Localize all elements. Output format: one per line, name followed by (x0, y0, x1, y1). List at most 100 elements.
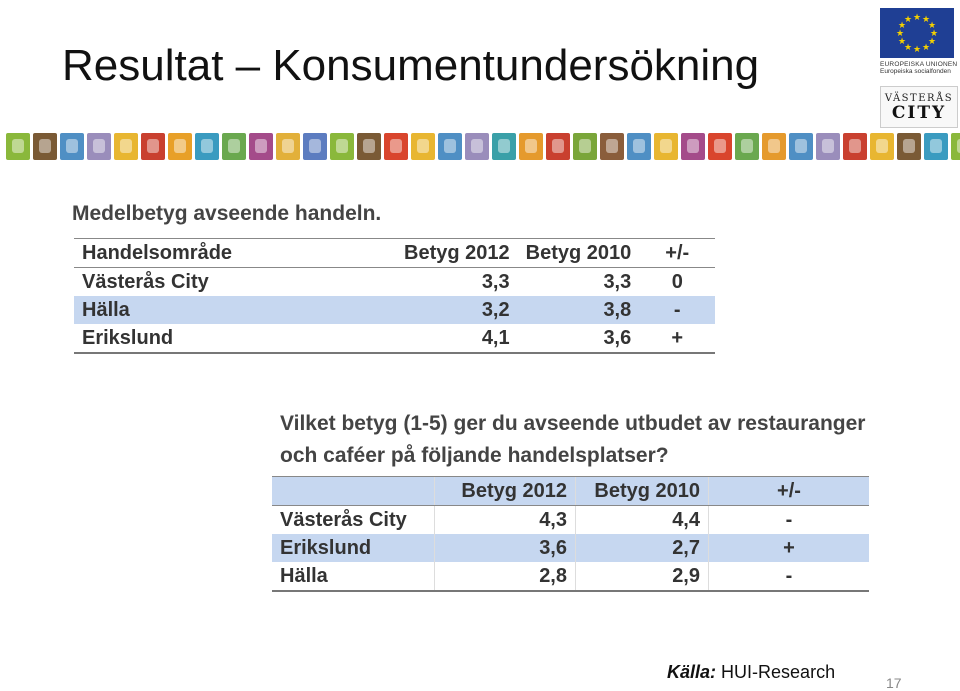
band-tile-icon (654, 133, 678, 160)
svg-text:★: ★ (896, 29, 904, 39)
band-tile-icon (492, 133, 516, 160)
band-tile-icon (681, 133, 705, 160)
band-tile-icon (6, 133, 30, 160)
table-cell: Västerås City (82, 270, 209, 293)
table-cell: 3,2 (396, 296, 518, 324)
table-cell: 4,3 (434, 505, 576, 534)
table-row: Västerås City 3,3 3,3 0 (74, 268, 715, 297)
band-tile-icon (870, 133, 894, 160)
band-tile-icon (546, 133, 570, 160)
table-cell: 3,6 (517, 324, 640, 354)
table-cell: Hälla (272, 562, 435, 592)
ratings-table-trade: Handelsområde Betyg 2012 Betyg 2010 +/- … (74, 238, 716, 354)
table-cell: 2,8 (434, 562, 576, 592)
table-row: Västerås City 4,3 4,4 - (272, 505, 869, 534)
band-tile-icon (627, 133, 651, 160)
table-row: Erikslund 3,6 2,7 + (272, 534, 869, 562)
svg-text:★: ★ (898, 21, 906, 31)
band-tile-icon (708, 133, 732, 160)
eu-flag-icon: ★ ★ ★ ★ ★ ★ ★ ★ ★ ★ ★ ★ (880, 8, 954, 58)
band-tile-icon (924, 133, 948, 160)
band-tile-icon (951, 133, 960, 160)
table-header-row: Betyg 2012 Betyg 2010 +/- (272, 476, 869, 506)
table-row: Erikslund 4,1 3,6 + (74, 324, 716, 354)
band-tile-icon (195, 133, 219, 160)
band-tile-icon (897, 133, 921, 160)
band-tile-icon (303, 133, 327, 160)
column-header: Betyg 2010 (575, 476, 709, 506)
band-tile-icon (735, 133, 759, 160)
page-number: 17 (886, 675, 902, 691)
ratings-table-restaurants: Betyg 2012 Betyg 2010 +/- Västerås City … (272, 476, 869, 592)
table1-heading: Medelbetyg avseende handeln. (72, 202, 382, 225)
column-header: Betyg 2012 (434, 476, 576, 506)
svg-text:★: ★ (928, 21, 936, 31)
table-cell: Hälla (74, 296, 396, 324)
band-tile-icon (141, 133, 165, 160)
band-tile-icon (114, 133, 138, 160)
band-tile-icon (249, 133, 273, 160)
city-logo-top: VÄSTERÅS (884, 93, 954, 104)
table-cell: 2,7 (575, 534, 709, 562)
table-cell: 4,4 (575, 505, 709, 534)
table-cell: 3,6 (434, 534, 576, 562)
eu-logo-text: EUROPEISKA UNIONEN (880, 61, 958, 68)
band-tile-icon (60, 133, 84, 160)
table-cell: + (639, 324, 716, 354)
band-tile-icon (276, 133, 300, 160)
column-header (272, 476, 435, 506)
svg-text:★: ★ (913, 13, 921, 23)
svg-text:★: ★ (922, 15, 930, 25)
table-cell: 0 (671, 270, 683, 293)
table-row: Hälla 3,2 3,8 - (74, 296, 716, 324)
band-tile-icon (330, 133, 354, 160)
band-tile-icon (843, 133, 867, 160)
table-cell: - (708, 505, 869, 534)
vasteras-city-logo: VÄSTERÅS CITY (880, 86, 958, 128)
table-row: Hälla 2,8 2,9 - (272, 562, 869, 592)
column-header: Betyg 2012 (396, 238, 518, 268)
band-tile-icon (357, 133, 381, 160)
table-cell: 2,9 (575, 562, 709, 592)
table-cell: Erikslund (74, 324, 396, 354)
svg-text:★: ★ (928, 37, 936, 47)
city-logo-bottom: CITY (891, 103, 947, 123)
band-tile-icon (573, 133, 597, 160)
band-tile-icon (438, 133, 462, 160)
svg-text:★: ★ (922, 43, 930, 53)
source-label: Källa: (667, 662, 717, 682)
band-tile-icon (762, 133, 786, 160)
svg-text:★: ★ (930, 29, 938, 39)
column-header: Betyg 2010 (517, 238, 640, 268)
svg-text:★: ★ (904, 43, 912, 53)
svg-text:★: ★ (913, 45, 921, 55)
svg-text:★: ★ (898, 37, 906, 47)
table-cell: 3,3 (603, 270, 632, 293)
band-tile-icon (789, 133, 813, 160)
table-cell: - (639, 296, 716, 324)
band-tile-icon (87, 133, 111, 160)
band-tile-icon (411, 133, 435, 160)
table-cell: - (708, 562, 869, 592)
table-cell: 3,8 (517, 296, 640, 324)
band-tile-icon (519, 133, 543, 160)
table2-heading: Vilket betyg (1-5) ger du avseende utbud… (280, 412, 866, 467)
band-tile-icon (222, 133, 246, 160)
esf-logo-text: Europeiska socialfonden (880, 68, 951, 75)
table-cell: 3,3 (481, 270, 510, 293)
column-header: +/- (639, 238, 716, 268)
slide-title: Resultat – Konsumentundersökning (62, 41, 760, 90)
band-tile-icon (33, 133, 57, 160)
table-cell: 4,1 (396, 324, 518, 354)
band-tile-icon (465, 133, 489, 160)
source-note: Källa: HUI-Research (667, 662, 835, 683)
svg-text:★: ★ (904, 15, 912, 25)
table-header-row: Handelsområde Betyg 2012 Betyg 2010 +/- (74, 238, 716, 268)
band-tile-icon (816, 133, 840, 160)
source-value: HUI-Research (721, 662, 836, 682)
table-cell: Erikslund (272, 534, 435, 562)
decorative-icon-band (6, 133, 960, 161)
table-cell: Västerås City (280, 508, 407, 531)
eu-logo: ★ ★ ★ ★ ★ ★ ★ ★ ★ ★ ★ ★ EUROPEISKA UNION… (880, 8, 958, 75)
column-header: Handelsområde (74, 238, 396, 268)
